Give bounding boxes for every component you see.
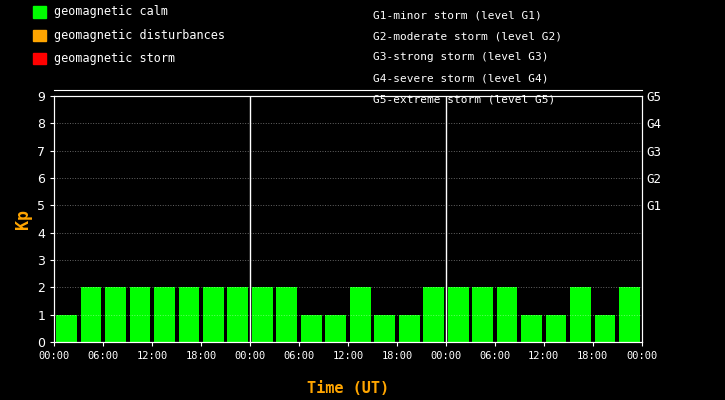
Bar bbox=[105, 287, 126, 342]
Text: Time (UT): Time (UT) bbox=[307, 381, 389, 396]
Bar bbox=[350, 287, 370, 342]
Text: geomagnetic storm: geomagnetic storm bbox=[54, 52, 175, 65]
Bar bbox=[423, 287, 444, 342]
Bar bbox=[326, 315, 346, 342]
Bar bbox=[472, 287, 493, 342]
Bar bbox=[521, 315, 542, 342]
Bar bbox=[154, 287, 175, 342]
Text: G2-moderate storm (level G2): G2-moderate storm (level G2) bbox=[373, 31, 563, 41]
Y-axis label: Kp: Kp bbox=[14, 209, 32, 229]
Bar bbox=[80, 287, 102, 342]
Text: G3-strong storm (level G3): G3-strong storm (level G3) bbox=[373, 52, 549, 62]
Bar bbox=[546, 315, 566, 342]
Bar bbox=[497, 287, 518, 342]
Bar bbox=[252, 287, 273, 342]
Text: G4-severe storm (level G4): G4-severe storm (level G4) bbox=[373, 74, 549, 84]
Bar bbox=[374, 315, 395, 342]
Bar bbox=[399, 315, 420, 342]
Bar bbox=[276, 287, 297, 342]
Bar bbox=[594, 315, 616, 342]
Bar bbox=[301, 315, 322, 342]
Bar bbox=[570, 287, 591, 342]
Bar bbox=[57, 315, 77, 342]
Text: G1-minor storm (level G1): G1-minor storm (level G1) bbox=[373, 10, 542, 20]
Bar bbox=[178, 287, 199, 342]
Bar bbox=[130, 287, 150, 342]
Text: G5-extreme storm (level G5): G5-extreme storm (level G5) bbox=[373, 95, 555, 105]
Text: geomagnetic calm: geomagnetic calm bbox=[54, 6, 168, 18]
Bar bbox=[619, 287, 639, 342]
Bar bbox=[228, 287, 248, 342]
Bar bbox=[203, 287, 224, 342]
Bar bbox=[448, 287, 468, 342]
Text: geomagnetic disturbances: geomagnetic disturbances bbox=[54, 29, 225, 42]
